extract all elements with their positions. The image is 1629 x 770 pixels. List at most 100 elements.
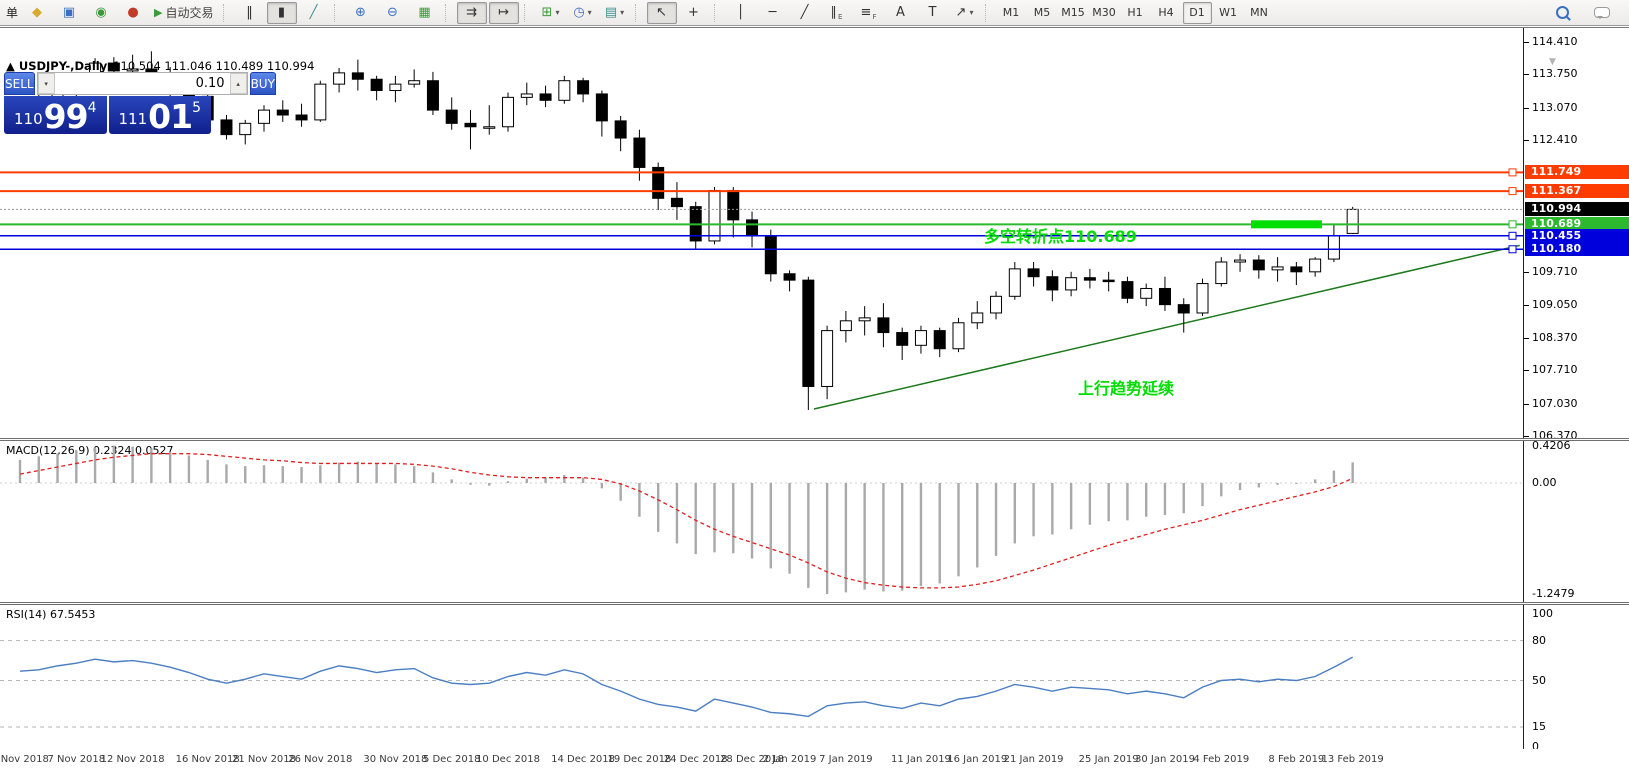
template-icon: ▤ [604,5,618,20]
macd-histogram-bar [825,483,829,594]
line-chart-button[interactable]: ╱ [299,2,329,24]
macd-pane[interactable] [0,441,1523,602]
line-anchor-handle[interactable] [1508,187,1517,196]
timeframe-button-m5[interactable]: M5 [1033,6,1051,19]
macd-histogram-bar [300,466,303,483]
timeframe-button-m15[interactable]: M15 [1061,6,1085,19]
templates-button[interactable]: ▤ ▾ [600,2,630,24]
price-axis[interactable]: 114.410 113.750 113.070 112.410 109.710 109.0… [1523,28,1629,441]
volume-decrease-button[interactable]: ▾ [37,73,55,94]
pane-splitter[interactable] [0,602,1629,605]
line-anchor-handle[interactable] [1508,231,1517,240]
vertical-line-button[interactable]: │ [726,2,756,24]
horizontal-line-button[interactable]: ─ [758,2,788,24]
text-icon: A [896,5,905,20]
channel-icon: ∥ [830,5,838,20]
candle-body [445,109,458,124]
macd-histogram-bar [1013,483,1017,544]
buy-button[interactable]: BUY [249,72,276,95]
timeframe-button-w1[interactable]: W1 [1219,6,1237,19]
candle-body [1215,261,1228,285]
trendline-object[interactable] [813,244,1520,410]
macd-histogram-bar [56,453,59,483]
periods-button[interactable]: ◷ ▾ [568,2,598,24]
macd-histogram-bar [863,483,866,590]
timeframe-button-m1[interactable]: M1 [1002,6,1020,19]
chat-button[interactable] [1587,2,1617,24]
auto-scroll-button[interactable]: ⇉ [456,1,487,24]
timeframe-button-mn[interactable]: MN [1250,6,1268,19]
chart-shift-button[interactable]: ↦ [488,1,519,24]
line-anchor-handle[interactable] [1508,168,1517,177]
crosshair-button[interactable]: + [679,2,709,24]
text-label-button[interactable]: T [918,2,948,24]
rsi-scale-label: 0 [1532,740,1539,753]
timeframe-button-m30[interactable]: M30 [1092,6,1116,19]
one-click-toggle-icon[interactable]: ▲ [6,59,15,73]
candle-body [858,317,871,322]
buy-price-display[interactable]: 111 01 5 [108,96,211,134]
toolbar-separator [333,3,341,22]
buy-price-prefix: 111 [118,110,148,128]
trendline-button[interactable]: ╱ [790,2,820,24]
macd-histogram-bar [900,483,904,591]
candle-body [577,80,590,95]
rsi-pane[interactable] [0,605,1523,749]
zoom-in-button[interactable]: ⊕ [346,2,376,24]
candle-body [1346,208,1359,234]
macd-histogram-bar [713,483,716,553]
date-label: 2 Jan 2019 [762,754,817,765]
pivot-highlight-bar [1251,220,1322,229]
line-anchor-handle[interactable] [1508,220,1517,229]
macd-histogram-bar [431,472,435,483]
timeframe-button-d1[interactable]: D1 [1182,1,1212,24]
candle-body [370,78,383,92]
fibonacci-icon-sub: F [872,12,877,21]
candlestick-button[interactable]: ▮ [266,1,297,24]
sell-price-display[interactable]: 110 99 4 [4,96,107,134]
zoom-out-button[interactable]: ⊖ [378,2,408,24]
new-order-button[interactable]: 单 [6,6,19,20]
trendline-icon: ╱ [800,5,809,20]
signals-button[interactable]: ◉ [86,2,116,24]
timeframe-button-h4[interactable]: H4 [1158,6,1174,19]
timeframe-button-h1[interactable]: H1 [1127,6,1143,19]
fibonacci-icon: ≡ [860,5,872,20]
line-anchor-handle[interactable] [1508,245,1517,254]
sell-button[interactable]: SELL [4,72,35,95]
pane-splitter[interactable] [0,438,1629,441]
equidistant-channel-button[interactable]: ∥ E [822,2,852,24]
candle-body [351,72,364,80]
text-tool-button[interactable]: A [886,2,916,24]
arrows-button[interactable]: ↗ ▾ [950,2,980,24]
macd-histogram-bar [356,461,360,483]
macd-histogram-bar [93,447,97,483]
indicators-button[interactable]: ⊞ ▾ [536,2,566,24]
macd-histogram-bar [525,478,528,483]
metaeditor-button[interactable]: ◆ [22,2,52,24]
community-button[interactable]: ● [118,2,148,24]
chart-window: 114.410 113.750 113.070 112.410 109.710 109.0… [0,27,1629,770]
candle-body [1327,235,1340,260]
volume-input[interactable] [54,73,230,94]
search-button[interactable] [1547,2,1577,24]
volume-increase-button[interactable]: ▴ [229,73,247,94]
macd-histogram-bar [581,477,585,483]
macd-histogram-bar [638,483,641,517]
price-tick-label: 112.410 [1532,133,1578,146]
autotrading-button[interactable]: ▶ 自动交易 [150,2,217,24]
fibonacci-button[interactable]: ≡ F [854,2,884,24]
rsi-axis: 100 80 50 15 0 [1523,605,1629,753]
axis-tick-mark [1524,370,1529,372]
candle-body [670,197,683,208]
main-price-chart[interactable] [0,28,1523,438]
tile-windows-button[interactable]: ▦ [410,2,440,24]
macd-histogram-bar [1126,483,1129,521]
strategy-tester-button[interactable]: ▣ [54,2,84,24]
chart-shift-marker[interactable]: ▼ [1549,57,1556,67]
cursor-button[interactable]: ↖ [646,1,677,24]
ohlc-bars-button[interactable]: ‖ [235,2,265,24]
candle-body [1102,279,1115,283]
axis-tick-mark [1524,140,1529,141]
